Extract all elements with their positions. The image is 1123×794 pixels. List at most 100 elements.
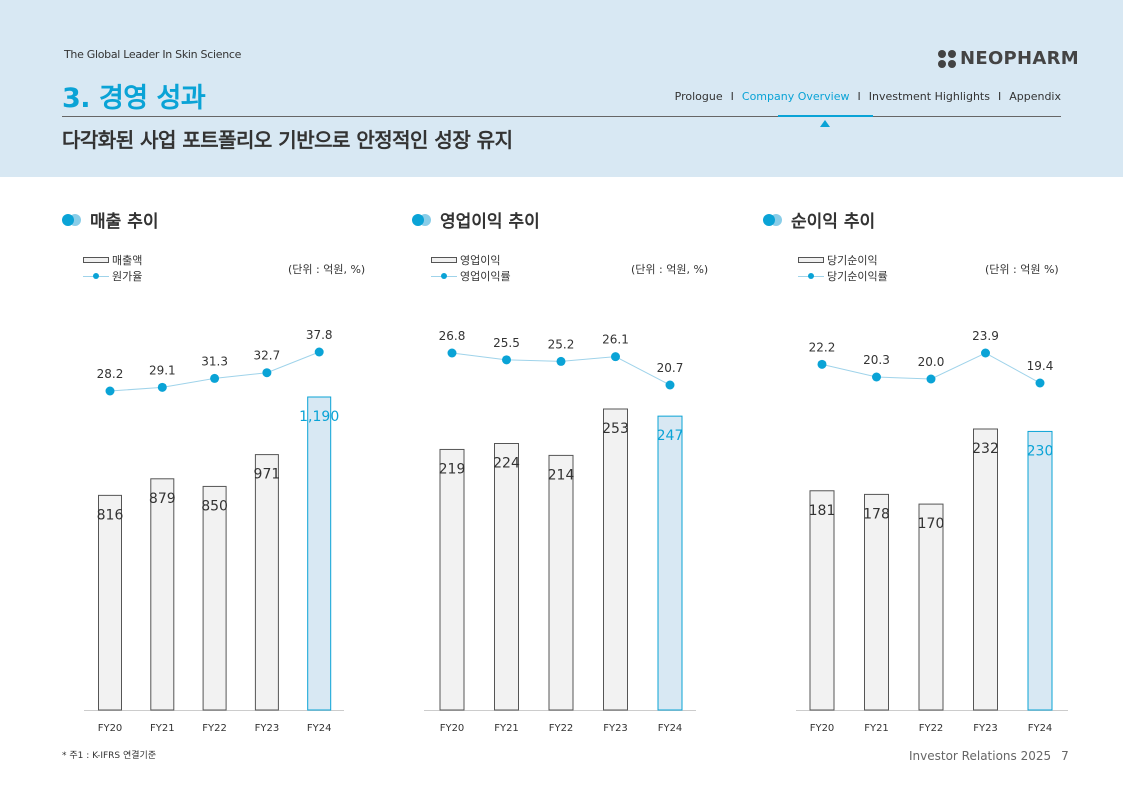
- x-tick-label: FY22: [919, 723, 944, 734]
- bar-fy22: [918, 503, 944, 711]
- x-tick-label: FY21: [494, 723, 519, 734]
- legend-bar-swatch: [798, 257, 824, 263]
- x-tick-label: FY23: [255, 723, 280, 734]
- unit-label: (단위 : 억원, %): [288, 263, 366, 276]
- line-point: [314, 347, 324, 357]
- x-tick-label: FY20: [810, 723, 835, 734]
- bar-value-label: 1,190: [299, 409, 339, 425]
- bar-fy23: [973, 428, 998, 711]
- bar-fy21: [864, 493, 889, 711]
- nav-active-underline: [778, 115, 873, 117]
- legend-bar-label: 영업이익: [460, 254, 501, 267]
- bar-fy23: [254, 454, 279, 711]
- bar-value-label: 214: [548, 467, 575, 483]
- line-value-label: 20.3: [863, 353, 890, 367]
- bar-value-label: 879: [149, 491, 176, 507]
- line-value-label: 25.2: [548, 337, 575, 351]
- header-band: [0, 0, 1123, 177]
- panel-title-text: 매출 추이: [90, 212, 159, 232]
- logo: NEOPHARM: [938, 48, 1079, 69]
- bullet-icon: [62, 213, 81, 226]
- x-tick-label: FY21: [864, 723, 889, 734]
- line-value-label: 26.1: [602, 333, 629, 347]
- legend-line-swatch: [83, 273, 109, 279]
- bar-value-label: 170: [918, 516, 945, 532]
- panel-title-text: 순이익 추이: [791, 212, 876, 232]
- nav-company-overview[interactable]: Company Overview: [741, 90, 850, 103]
- x-tick-label: FY22: [549, 723, 574, 734]
- line-point: [872, 372, 881, 382]
- x-tick-label: FY23: [973, 723, 998, 734]
- x-tick-label: FY24: [307, 723, 332, 734]
- footer: Investor Relations 2025 7: [909, 749, 1069, 763]
- line-value-label: 25.5: [493, 336, 520, 350]
- page-number: 7: [1061, 749, 1069, 763]
- line-value-label: 23.9: [972, 329, 999, 343]
- line-value-label: 19.4: [1027, 359, 1054, 373]
- legend-line-swatch: [431, 273, 457, 279]
- line-point: [665, 380, 675, 390]
- line-value-label: 29.1: [149, 363, 176, 377]
- line-point: [502, 355, 511, 365]
- bar-value-label: 247: [657, 428, 684, 444]
- line-value-label: 20.7: [657, 361, 684, 375]
- line-value-label: 37.8: [306, 328, 333, 342]
- panel-title-text: 영업이익 추이: [440, 212, 540, 232]
- bar-fy20: [809, 490, 835, 711]
- legend-line-label: 원가율: [112, 270, 143, 283]
- legend-bar-label: 매출액: [112, 254, 143, 267]
- footer-label: Investor Relations 2025: [909, 749, 1052, 763]
- line-value-label: 20.0: [918, 355, 945, 369]
- panel-title-revenue: 매출 추이: [62, 207, 158, 232]
- top-nav: Prologue I Company Overview I Investment…: [675, 90, 1061, 103]
- line-point: [981, 348, 990, 358]
- legend-line-swatch: [798, 273, 824, 279]
- bullet-icon: [763, 213, 782, 226]
- line-point: [611, 352, 620, 362]
- line-value-label: 31.3: [201, 354, 228, 368]
- bar-fy20: [439, 448, 465, 711]
- bar-value-label: 178: [863, 506, 890, 522]
- line-value-label: 26.8: [439, 329, 466, 343]
- legend-bar-swatch: [83, 257, 109, 263]
- bar-value-label: 224: [493, 456, 520, 472]
- bar-value-label: 181: [809, 503, 836, 519]
- x-tick-label: FY21: [150, 723, 175, 734]
- unit-label: (단위 : 억원, %): [631, 263, 709, 276]
- bar-value-label: 816: [97, 507, 124, 523]
- bar-fy23: [603, 408, 628, 711]
- line-point: [262, 368, 272, 378]
- nav-separator: I: [857, 90, 861, 103]
- bar-value-label: 253: [602, 421, 629, 437]
- bar-fy22: [548, 454, 574, 711]
- panel-title-operating-profit: 영업이익 추이: [412, 207, 540, 232]
- nav-prologue[interactable]: Prologue: [674, 90, 723, 103]
- nav-appendix[interactable]: Appendix: [1009, 90, 1061, 103]
- bullet-icon: [412, 213, 431, 226]
- line-point: [210, 373, 220, 383]
- nav-investment-highlights[interactable]: Investment Highlights: [868, 90, 990, 103]
- header-rule: [62, 116, 1061, 117]
- line-point: [1035, 378, 1045, 388]
- nav-separator: I: [730, 90, 734, 103]
- nav-separator: I: [997, 90, 1002, 103]
- tagline: The Global Leader In Skin Science: [64, 48, 242, 61]
- bar-fy24: [307, 396, 332, 711]
- legend-line-label: 당기순이익률: [827, 270, 888, 283]
- line-point: [157, 382, 167, 392]
- line-value-label: 22.2: [809, 340, 836, 354]
- bar-value-label: 230: [1027, 443, 1054, 459]
- bar-value-label: 971: [254, 467, 281, 483]
- x-tick-label: FY23: [603, 723, 628, 734]
- legend-net-income: 당기순이익 당기순이익률: [798, 252, 888, 284]
- x-tick-label: FY24: [658, 723, 683, 734]
- line-point: [447, 348, 457, 358]
- bar-fy22: [202, 485, 227, 711]
- line-value-label: 28.2: [97, 367, 124, 381]
- bar-value-label: 850: [201, 498, 228, 514]
- nav-active-caret-icon: [820, 120, 830, 127]
- bar-fy24: [1027, 430, 1053, 711]
- bar-fy21: [494, 443, 519, 711]
- bar-fy20: [98, 494, 122, 711]
